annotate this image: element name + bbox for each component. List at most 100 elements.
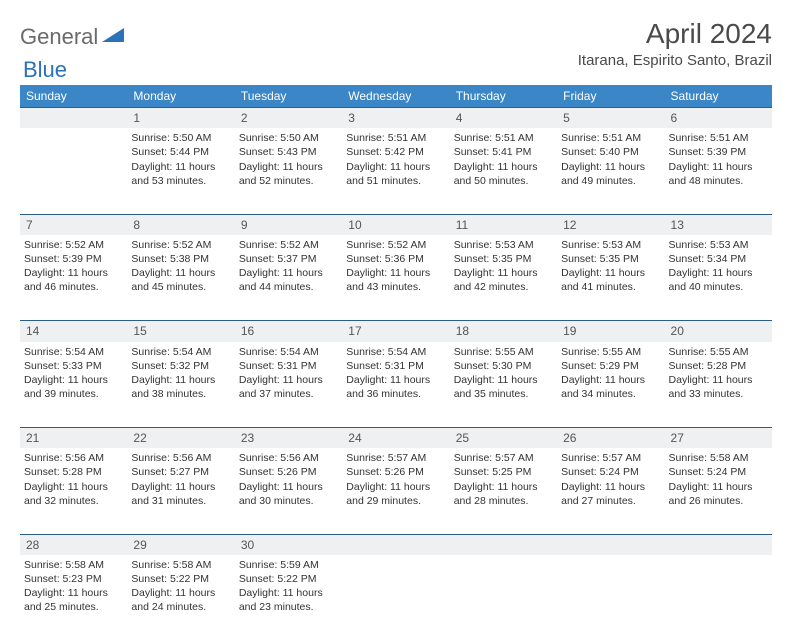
daynum-row: 14151617181920: [20, 321, 772, 342]
daylight-line: Daylight: 11 hours and 51 minutes.: [346, 160, 445, 188]
day-number-cell: 3: [342, 108, 449, 129]
page-title: April 2024: [578, 18, 772, 50]
content-row: Sunrise: 5:50 AMSunset: 5:44 PMDaylight:…: [20, 128, 772, 214]
content-row: Sunrise: 5:58 AMSunset: 5:23 PMDaylight:…: [20, 555, 772, 641]
sunset-line: Sunset: 5:22 PM: [239, 572, 338, 586]
content-row: Sunrise: 5:52 AMSunset: 5:39 PMDaylight:…: [20, 235, 772, 321]
daylight-line: Daylight: 11 hours and 49 minutes.: [561, 160, 660, 188]
sunrise-line: Sunrise: 5:54 AM: [24, 345, 123, 359]
day-number-cell: 18: [450, 321, 557, 342]
day-details: Sunrise: 5:55 AMSunset: 5:30 PMDaylight:…: [454, 345, 553, 402]
day-number-cell: 23: [235, 428, 342, 449]
daylight-line: Daylight: 11 hours and 25 minutes.: [24, 586, 123, 614]
daylight-line: Daylight: 11 hours and 23 minutes.: [239, 586, 338, 614]
daylight-line: Daylight: 11 hours and 36 minutes.: [346, 373, 445, 401]
sunrise-line: Sunrise: 5:53 AM: [561, 238, 660, 252]
day-content-cell: Sunrise: 5:51 AMSunset: 5:42 PMDaylight:…: [342, 128, 449, 214]
day-number-cell: [20, 108, 127, 129]
day-details: Sunrise: 5:52 AMSunset: 5:36 PMDaylight:…: [346, 238, 445, 295]
day-number-cell: 12: [557, 214, 664, 235]
day-number-cell: 11: [450, 214, 557, 235]
day-details: Sunrise: 5:53 AMSunset: 5:35 PMDaylight:…: [561, 238, 660, 295]
logo: General: [20, 18, 128, 50]
daylight-line: Daylight: 11 hours and 48 minutes.: [669, 160, 768, 188]
daylight-line: Daylight: 11 hours and 35 minutes.: [454, 373, 553, 401]
sunrise-line: Sunrise: 5:51 AM: [454, 131, 553, 145]
daylight-line: Daylight: 11 hours and 50 minutes.: [454, 160, 553, 188]
day-details: Sunrise: 5:55 AMSunset: 5:28 PMDaylight:…: [669, 345, 768, 402]
day-content-cell: Sunrise: 5:51 AMSunset: 5:40 PMDaylight:…: [557, 128, 664, 214]
sunset-line: Sunset: 5:23 PM: [24, 572, 123, 586]
sunset-line: Sunset: 5:26 PM: [239, 465, 338, 479]
day-details: Sunrise: 5:57 AMSunset: 5:24 PMDaylight:…: [561, 451, 660, 508]
sunset-line: Sunset: 5:31 PM: [239, 359, 338, 373]
sunset-line: Sunset: 5:44 PM: [131, 145, 230, 159]
day-content-cell: Sunrise: 5:53 AMSunset: 5:35 PMDaylight:…: [450, 235, 557, 321]
day-number-cell: 15: [127, 321, 234, 342]
day-number-cell: 14: [20, 321, 127, 342]
sunset-line: Sunset: 5:25 PM: [454, 465, 553, 479]
day-content-cell: Sunrise: 5:55 AMSunset: 5:28 PMDaylight:…: [665, 342, 772, 428]
sunset-line: Sunset: 5:42 PM: [346, 145, 445, 159]
sunrise-line: Sunrise: 5:52 AM: [24, 238, 123, 252]
day-number-cell: 6: [665, 108, 772, 129]
day-details: Sunrise: 5:57 AMSunset: 5:26 PMDaylight:…: [346, 451, 445, 508]
day-details: Sunrise: 5:52 AMSunset: 5:39 PMDaylight:…: [24, 238, 123, 295]
day-content-cell: Sunrise: 5:51 AMSunset: 5:39 PMDaylight:…: [665, 128, 772, 214]
day-details: Sunrise: 5:50 AMSunset: 5:43 PMDaylight:…: [239, 131, 338, 188]
day-details: Sunrise: 5:56 AMSunset: 5:26 PMDaylight:…: [239, 451, 338, 508]
sunrise-line: Sunrise: 5:57 AM: [346, 451, 445, 465]
day-number-cell: 1: [127, 108, 234, 129]
day-content-cell: Sunrise: 5:55 AMSunset: 5:29 PMDaylight:…: [557, 342, 664, 428]
day-details: Sunrise: 5:51 AMSunset: 5:42 PMDaylight:…: [346, 131, 445, 188]
day-number-cell: 30: [235, 534, 342, 555]
sunset-line: Sunset: 5:30 PM: [454, 359, 553, 373]
sunrise-line: Sunrise: 5:57 AM: [454, 451, 553, 465]
day-details: Sunrise: 5:51 AMSunset: 5:39 PMDaylight:…: [669, 131, 768, 188]
day-details: Sunrise: 5:52 AMSunset: 5:38 PMDaylight:…: [131, 238, 230, 295]
day-content-cell: [342, 555, 449, 641]
daylight-line: Daylight: 11 hours and 33 minutes.: [669, 373, 768, 401]
day-content-cell: Sunrise: 5:57 AMSunset: 5:24 PMDaylight:…: [557, 448, 664, 534]
day-number-cell: 24: [342, 428, 449, 449]
day-details: Sunrise: 5:53 AMSunset: 5:34 PMDaylight:…: [669, 238, 768, 295]
day-content-cell: Sunrise: 5:52 AMSunset: 5:37 PMDaylight:…: [235, 235, 342, 321]
sunrise-line: Sunrise: 5:59 AM: [239, 558, 338, 572]
sunrise-line: Sunrise: 5:55 AM: [669, 345, 768, 359]
sunrise-line: Sunrise: 5:55 AM: [454, 345, 553, 359]
day-content-cell: Sunrise: 5:52 AMSunset: 5:39 PMDaylight:…: [20, 235, 127, 321]
sunrise-line: Sunrise: 5:54 AM: [239, 345, 338, 359]
day-content-cell: Sunrise: 5:54 AMSunset: 5:32 PMDaylight:…: [127, 342, 234, 428]
calendar-table: SundayMondayTuesdayWednesdayThursdayFrid…: [20, 85, 772, 641]
day-details: Sunrise: 5:54 AMSunset: 5:31 PMDaylight:…: [239, 345, 338, 402]
sunrise-line: Sunrise: 5:55 AM: [561, 345, 660, 359]
day-content-cell: Sunrise: 5:55 AMSunset: 5:30 PMDaylight:…: [450, 342, 557, 428]
sunrise-line: Sunrise: 5:53 AM: [454, 238, 553, 252]
sunrise-line: Sunrise: 5:56 AM: [131, 451, 230, 465]
weekday-header: Sunday: [20, 85, 127, 108]
day-content-cell: Sunrise: 5:53 AMSunset: 5:34 PMDaylight:…: [665, 235, 772, 321]
weekday-header: Wednesday: [342, 85, 449, 108]
sunrise-line: Sunrise: 5:51 AM: [346, 131, 445, 145]
daylight-line: Daylight: 11 hours and 43 minutes.: [346, 266, 445, 294]
sunrise-line: Sunrise: 5:57 AM: [561, 451, 660, 465]
weekday-header-row: SundayMondayTuesdayWednesdayThursdayFrid…: [20, 85, 772, 108]
sunset-line: Sunset: 5:28 PM: [669, 359, 768, 373]
day-number-cell: 19: [557, 321, 664, 342]
daylight-line: Daylight: 11 hours and 27 minutes.: [561, 480, 660, 508]
day-content-cell: Sunrise: 5:58 AMSunset: 5:22 PMDaylight:…: [127, 555, 234, 641]
sunrise-line: Sunrise: 5:52 AM: [239, 238, 338, 252]
daylight-line: Daylight: 11 hours and 32 minutes.: [24, 480, 123, 508]
day-details: Sunrise: 5:57 AMSunset: 5:25 PMDaylight:…: [454, 451, 553, 508]
day-number-cell: [450, 534, 557, 555]
sunrise-line: Sunrise: 5:54 AM: [131, 345, 230, 359]
sunrise-line: Sunrise: 5:53 AM: [669, 238, 768, 252]
day-details: Sunrise: 5:51 AMSunset: 5:40 PMDaylight:…: [561, 131, 660, 188]
sunrise-line: Sunrise: 5:54 AM: [346, 345, 445, 359]
sunset-line: Sunset: 5:41 PM: [454, 145, 553, 159]
weekday-header: Saturday: [665, 85, 772, 108]
daylight-line: Daylight: 11 hours and 42 minutes.: [454, 266, 553, 294]
sunset-line: Sunset: 5:24 PM: [561, 465, 660, 479]
day-content-cell: Sunrise: 5:58 AMSunset: 5:24 PMDaylight:…: [665, 448, 772, 534]
sunset-line: Sunset: 5:32 PM: [131, 359, 230, 373]
